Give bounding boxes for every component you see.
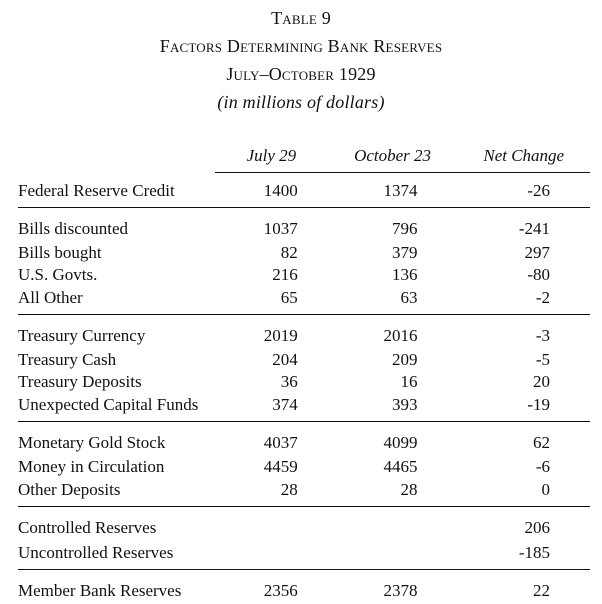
july-value: 65	[215, 286, 328, 315]
table-row: Controlled Reserves 206	[18, 507, 590, 542]
row-label: Controlled Reserves	[18, 507, 215, 542]
net-change-value: -19	[457, 393, 590, 422]
july-value: 82	[215, 242, 328, 264]
july-value	[215, 541, 328, 570]
row-label: Treasury Currency	[18, 315, 215, 350]
header-july: July 29	[215, 140, 328, 173]
net-change-value: 22	[457, 570, 590, 604]
october-value: 1374	[328, 173, 458, 208]
row-label: Uncontrolled Reserves	[18, 541, 215, 570]
net-change-value: 297	[457, 242, 590, 264]
july-value: 28	[215, 478, 328, 507]
table-label: Table 9	[0, 4, 602, 32]
july-value: 216	[215, 264, 328, 286]
net-change-value: -5	[457, 349, 590, 371]
header-net-change: Net Change	[457, 140, 590, 173]
table-period: July–October 1929	[0, 60, 602, 88]
october-value: 796	[328, 208, 458, 243]
july-value: 1037	[215, 208, 328, 243]
net-change-value: -185	[457, 541, 590, 570]
july-value: 1400	[215, 173, 328, 208]
october-value: 393	[328, 393, 458, 422]
july-value: 2019	[215, 315, 328, 350]
net-change-value: 20	[457, 371, 590, 393]
october-value	[328, 507, 458, 542]
header-october: October 23	[328, 140, 458, 173]
net-change-value: 0	[457, 478, 590, 507]
october-value: 136	[328, 264, 458, 286]
net-change-value: -26	[457, 173, 590, 208]
net-change-value: 206	[457, 507, 590, 542]
header-label	[18, 140, 215, 173]
row-label: Federal Reserve Credit	[18, 173, 215, 208]
july-value: 2356	[215, 570, 328, 604]
july-value: 4459	[215, 456, 328, 478]
row-label: Other Deposits	[18, 478, 215, 507]
october-value: 209	[328, 349, 458, 371]
october-value: 4099	[328, 422, 458, 457]
bank-reserves-table: July 29 October 23 Net Change Federal Re…	[18, 140, 590, 604]
october-value: 28	[328, 478, 458, 507]
october-value: 16	[328, 371, 458, 393]
net-change-value: -3	[457, 315, 590, 350]
july-value	[215, 507, 328, 542]
row-label: Member Bank Reserves	[18, 570, 215, 604]
july-value: 204	[215, 349, 328, 371]
row-label: U.S. Govts.	[18, 264, 215, 286]
october-value: 2378	[328, 570, 458, 604]
july-value: 374	[215, 393, 328, 422]
table-title-block: Table 9 Factors Determining Bank Reserve…	[0, 4, 602, 116]
net-change-value: -6	[457, 456, 590, 478]
header-row: July 29 October 23 Net Change	[18, 140, 590, 173]
row-label: Treasury Deposits	[18, 371, 215, 393]
table-row: Uncontrolled Reserves -185	[18, 541, 590, 570]
october-value	[328, 541, 458, 570]
october-value: 63	[328, 286, 458, 315]
row-label: Unexpected Capital Funds	[18, 393, 215, 422]
row-label: Monetary Gold Stock	[18, 422, 215, 457]
row-label: All Other	[18, 286, 215, 315]
october-value: 379	[328, 242, 458, 264]
july-value: 36	[215, 371, 328, 393]
table-heading: Factors Determining Bank Reserves	[0, 32, 602, 60]
table-units: (in millions of dollars)	[0, 88, 602, 116]
net-change-value: -80	[457, 264, 590, 286]
row-label: Treasury Cash	[18, 349, 215, 371]
net-change-value: -2	[457, 286, 590, 315]
row-label: Bills bought	[18, 242, 215, 264]
row-label: Bills discounted	[18, 208, 215, 243]
july-value: 4037	[215, 422, 328, 457]
october-value: 2016	[328, 315, 458, 350]
october-value: 4465	[328, 456, 458, 478]
net-change-value: 62	[457, 422, 590, 457]
net-change-value: -241	[457, 208, 590, 243]
row-label: Money in Circulation	[18, 456, 215, 478]
